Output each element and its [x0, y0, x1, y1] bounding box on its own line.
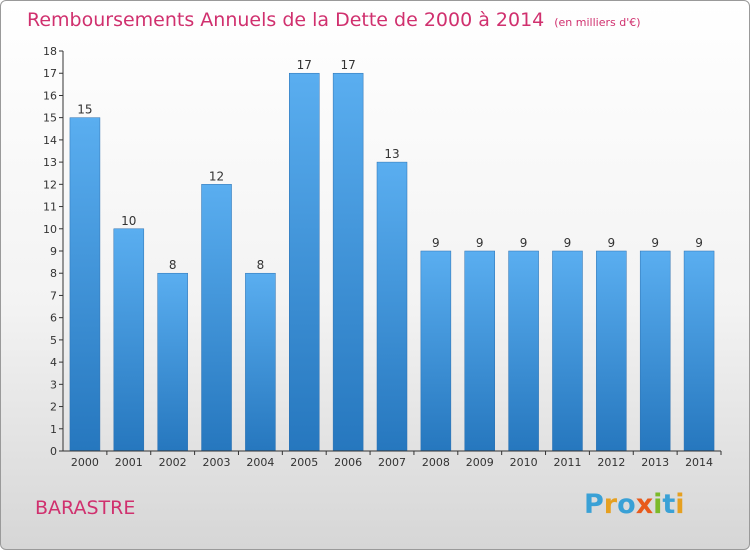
- y-tick-label: 16: [43, 89, 57, 102]
- bar-value-label: 8: [257, 258, 265, 272]
- bar-value-label: 8: [169, 258, 177, 272]
- bar: [639, 250, 671, 452]
- x-tick-label: 2012: [597, 456, 625, 469]
- bar: [69, 117, 101, 452]
- bar-value-label: 17: [297, 58, 312, 72]
- logo-letter: i: [653, 489, 663, 520]
- bar-value-label: 9: [476, 236, 484, 250]
- y-tick-label: 9: [50, 245, 57, 258]
- bar-value-label: 9: [695, 236, 703, 250]
- bar-value-label: 9: [432, 236, 440, 250]
- bar-value-label: 9: [608, 236, 616, 250]
- bars: 15 10 8 12 8 17 17 13 9 9 9 9 9 9 9: [69, 58, 715, 452]
- y-tick-label: 11: [43, 201, 57, 214]
- y-tick-label: 1: [50, 423, 57, 436]
- bar: [552, 250, 583, 452]
- bar-value-label: 17: [340, 58, 355, 72]
- bar: [376, 161, 408, 452]
- logo-letter: o: [617, 489, 636, 520]
- y-tick-label: 3: [50, 378, 57, 391]
- y-tick-label: 5: [50, 334, 57, 347]
- bar: [596, 250, 627, 452]
- y-tick-label: 17: [43, 67, 57, 80]
- y-tick-label: 14: [43, 134, 57, 147]
- x-tick-label: 2007: [378, 456, 406, 469]
- bar: [157, 272, 188, 452]
- x-tick-label: 2011: [553, 456, 581, 469]
- y-tick-label: 10: [43, 223, 57, 236]
- y-tick-label: 12: [43, 178, 57, 191]
- logo-letter: t: [662, 489, 676, 520]
- bar: [332, 72, 364, 452]
- chart-title-text: Remboursements Annuels de la Dette de 20…: [27, 9, 545, 31]
- bar-value-label: 9: [520, 236, 528, 250]
- bar-value-label: 10: [121, 214, 136, 228]
- bar: [201, 184, 232, 452]
- bar: [420, 250, 452, 452]
- x-tick-label: 2004: [246, 456, 274, 469]
- y-tick-label: 2: [50, 401, 57, 414]
- logo-letter: P: [584, 489, 604, 520]
- x-tick-label: 2002: [159, 456, 187, 469]
- x-tick-label: 2006: [334, 456, 362, 469]
- y-tick-label: 7: [50, 289, 57, 302]
- bar-value-label: 12: [209, 169, 224, 183]
- y-tick-label: 15: [43, 112, 57, 125]
- x-tick-label: 2001: [115, 456, 143, 469]
- y-tick-label: 13: [43, 156, 57, 169]
- bar-value-label: 15: [77, 103, 92, 117]
- y-tick-label: 8: [50, 267, 57, 280]
- x-tick-label: 2009: [466, 456, 494, 469]
- y-tick-label: 18: [43, 45, 57, 58]
- y-tick-label: 0: [50, 445, 57, 458]
- bar-value-label: 9: [651, 236, 659, 250]
- x-tick-label: 2000: [71, 456, 99, 469]
- x-tick-label: 2008: [422, 456, 450, 469]
- bar-value-label: 13: [384, 147, 399, 161]
- chart-unit: (en milliers d'€): [554, 16, 641, 29]
- bar: [464, 250, 495, 452]
- x-axis: 2000 2001 2002 2003 2004 2005 2006 2007 2008 2009…: [63, 450, 722, 469]
- bar: [683, 250, 715, 452]
- proxiti-logo: Proxiti: [584, 489, 685, 520]
- x-tick-label: 2010: [510, 456, 538, 469]
- x-tick-label: 2013: [641, 456, 669, 469]
- x-tick-label: 2005: [290, 456, 318, 469]
- x-tick-label: 2003: [203, 456, 231, 469]
- y-tick-label: 6: [50, 312, 57, 325]
- logo-letter: i: [675, 489, 685, 520]
- location-label: BARASTRE: [35, 497, 136, 519]
- y-tick-label: 4: [50, 356, 57, 369]
- x-tick-label: 2014: [685, 456, 713, 469]
- bar: [113, 228, 145, 452]
- bar: [245, 272, 276, 452]
- bar: [289, 72, 320, 452]
- bar: [508, 250, 539, 452]
- bar-value-label: 9: [564, 236, 572, 250]
- logo-letter: r: [603, 489, 618, 520]
- logo-letter: x: [635, 489, 654, 520]
- chart-title: Remboursements Annuels de la Dette de 20…: [27, 9, 641, 31]
